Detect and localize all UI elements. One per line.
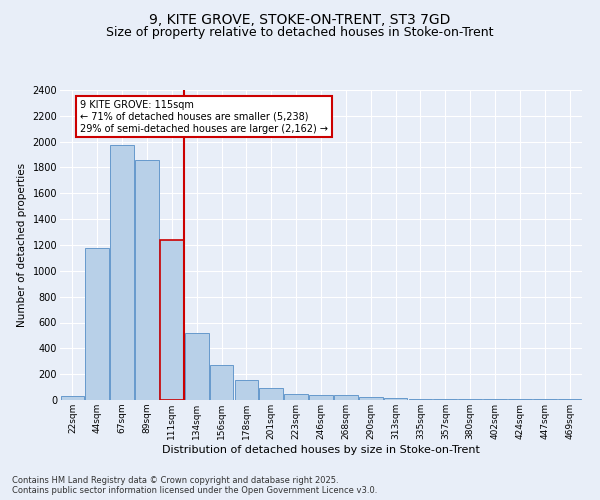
Text: 9 KITE GROVE: 115sqm
← 71% of detached houses are smaller (5,238)
29% of semi-de: 9 KITE GROVE: 115sqm ← 71% of detached h…	[80, 100, 328, 134]
Bar	[284, 394, 308, 400]
Bar	[110, 145, 134, 400]
Bar	[259, 388, 283, 400]
Text: 9, KITE GROVE, STOKE-ON-TRENT, ST3 7GD: 9, KITE GROVE, STOKE-ON-TRENT, ST3 7GD	[149, 12, 451, 26]
Y-axis label: Number of detached properties: Number of detached properties	[17, 163, 27, 327]
Bar	[235, 380, 258, 400]
Bar	[185, 334, 209, 400]
Bar	[85, 248, 109, 400]
Bar	[309, 395, 333, 400]
Bar	[61, 396, 84, 400]
Bar	[359, 398, 383, 400]
Bar	[210, 365, 233, 400]
Bar	[160, 240, 184, 400]
X-axis label: Distribution of detached houses by size in Stoke-on-Trent: Distribution of detached houses by size …	[162, 444, 480, 454]
Text: Contains HM Land Registry data © Crown copyright and database right 2025.
Contai: Contains HM Land Registry data © Crown c…	[12, 476, 377, 495]
Bar	[384, 398, 407, 400]
Bar	[135, 160, 159, 400]
Bar	[334, 396, 358, 400]
Text: Size of property relative to detached houses in Stoke-on-Trent: Size of property relative to detached ho…	[106, 26, 494, 39]
